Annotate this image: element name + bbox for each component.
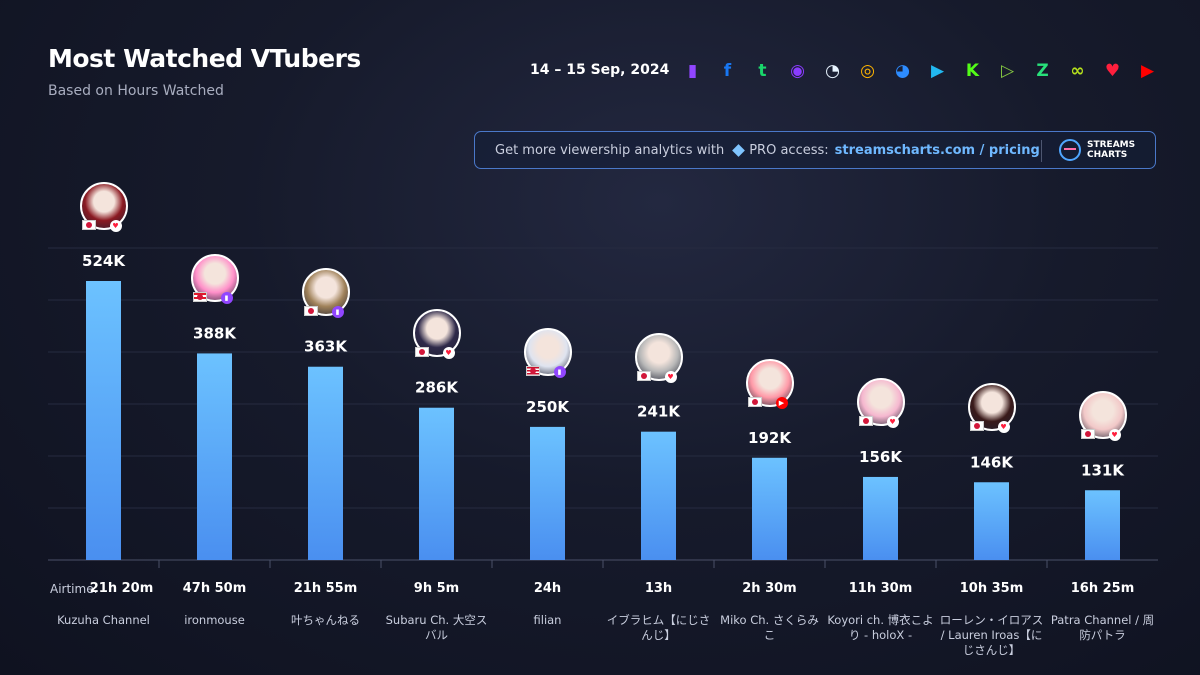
nimo-icon: ◉ <box>790 60 805 81</box>
dlive-icon: ◎ <box>860 60 875 81</box>
banner-text: Get more viewership analytics with <box>495 142 725 158</box>
bar-value-label: 363K <box>304 338 348 356</box>
heart-icon: ♥ <box>664 370 677 383</box>
bar <box>641 431 676 560</box>
twitch-icon: ▮ <box>553 365 566 378</box>
youtube-icon: ▶ <box>1140 60 1155 81</box>
country-flag-icon <box>414 346 429 357</box>
bar <box>752 457 787 560</box>
bar-value-label: 286K <box>415 379 459 397</box>
category-label: 叶ちゃんねる <box>291 613 360 627</box>
country-flag-icon <box>858 415 873 426</box>
category-label: Koyori ch. 博衣こより - holoX - <box>827 613 934 642</box>
streamscharts-logo[interactable]: STREAMS CHARTS <box>1059 139 1135 161</box>
bar-value-label: 146K <box>970 453 1014 471</box>
brand-line1: STREAMS <box>1087 140 1136 150</box>
heart-icon: ♥ <box>442 346 455 359</box>
kick-icon: K <box>965 60 980 81</box>
bar-value-label: 192K <box>748 429 792 447</box>
heart-icon: ♥ <box>109 220 122 232</box>
page-title: Most Watched VTubers <box>48 44 361 73</box>
airtime-value: 21h 55m <box>293 581 358 596</box>
camera-icon: ▶ <box>930 60 945 81</box>
date-range: 14 – 15 Sep, 2024 <box>530 62 670 78</box>
category-label: Patra Channel / 周防パトラ <box>1050 613 1155 642</box>
airtime-label: Airtime: <box>50 582 98 596</box>
heart-icon: ♥ <box>1104 60 1121 81</box>
pricing-link[interactable]: streamscharts.com / pricing <box>834 142 1040 158</box>
category-label: filian <box>533 613 562 627</box>
bar <box>308 366 343 560</box>
heart-icon: ♥ <box>886 415 899 428</box>
bilibili-icon: ◕ <box>895 60 910 81</box>
bar <box>419 407 454 560</box>
bar <box>86 281 121 560</box>
country-flag-icon <box>81 220 96 230</box>
facebook-icon: f <box>723 60 732 81</box>
airtime-value: 11h 30m <box>848 581 913 596</box>
category-label: ローレン・イロアス / Lauren Iroas【にじさんじ】 <box>939 613 1044 657</box>
category-label: Subaru Ch. 大空スバル <box>385 613 488 642</box>
category-label: ironmouse <box>184 613 245 627</box>
airtime-value: 2h 30m <box>742 581 797 596</box>
bar <box>197 353 232 560</box>
twitch-icon: ▮ <box>331 305 344 318</box>
country-flag-icon <box>1080 429 1095 440</box>
pro-banner[interactable]: Get more viewership analytics with PRO a… <box>474 131 1156 169</box>
airtime-value: 24h <box>533 581 562 596</box>
infinity-icon: ∞ <box>1070 60 1085 81</box>
bar-value-label: 241K <box>637 403 681 421</box>
category-label: Miko Ch. さくらみこ <box>720 613 819 642</box>
streamscharts-logo-icon <box>1059 139 1081 161</box>
country-flag-icon <box>747 396 762 407</box>
rumble-icon: ▷ <box>1000 60 1015 81</box>
bar-value-label: 156K <box>859 448 903 466</box>
heart-icon: ♥ <box>997 421 1010 434</box>
twitch-icon: ▮ <box>687 60 698 81</box>
banner-divider <box>1041 140 1042 162</box>
country-flag-icon <box>525 365 540 376</box>
platform-icons: ▮ f t ◉ ◔ ◎ ◕ ▶ K ▷ Z ∞ ♥ ▶ <box>680 58 1160 83</box>
airtime-value: 9h 5m <box>413 581 460 596</box>
twitch-icon: ▮ <box>220 292 233 305</box>
trovo-icon: t <box>758 60 767 81</box>
brand-line2: CHARTS <box>1087 150 1128 160</box>
airtime-value: 21h 20m <box>89 581 154 596</box>
bar <box>863 476 898 560</box>
country-flag-icon <box>636 370 651 381</box>
ghost-icon: ◔ <box>825 60 840 81</box>
bar-value-label: 388K <box>193 324 237 342</box>
heart-icon: ♥ <box>1108 429 1121 442</box>
bar-value-label: 524K <box>82 252 126 270</box>
airtime-value: 10h 35m <box>959 581 1024 596</box>
banner-pro-text: PRO access: <box>749 142 829 158</box>
airtime-value: 13h <box>644 581 673 596</box>
bar <box>530 426 565 560</box>
country-flag-icon <box>192 292 207 303</box>
country-flag-icon <box>303 305 318 316</box>
zap-icon: Z <box>1036 60 1049 81</box>
youtube-icon: ▶ <box>775 396 788 409</box>
airtime-value: 16h 25m <box>1070 581 1135 596</box>
bar <box>1085 490 1120 560</box>
airtime-value: 47h 50m <box>182 581 247 596</box>
category-label: イブラヒム【にじさんじ】 <box>606 613 711 642</box>
category-label: Kuzuha Channel <box>57 613 150 627</box>
bar-value-label: 250K <box>526 398 570 416</box>
bar-value-label: 131K <box>1081 461 1125 479</box>
bar <box>974 482 1009 560</box>
page-subtitle: Based on Hours Watched <box>48 83 224 99</box>
country-flag-icon <box>969 421 984 432</box>
